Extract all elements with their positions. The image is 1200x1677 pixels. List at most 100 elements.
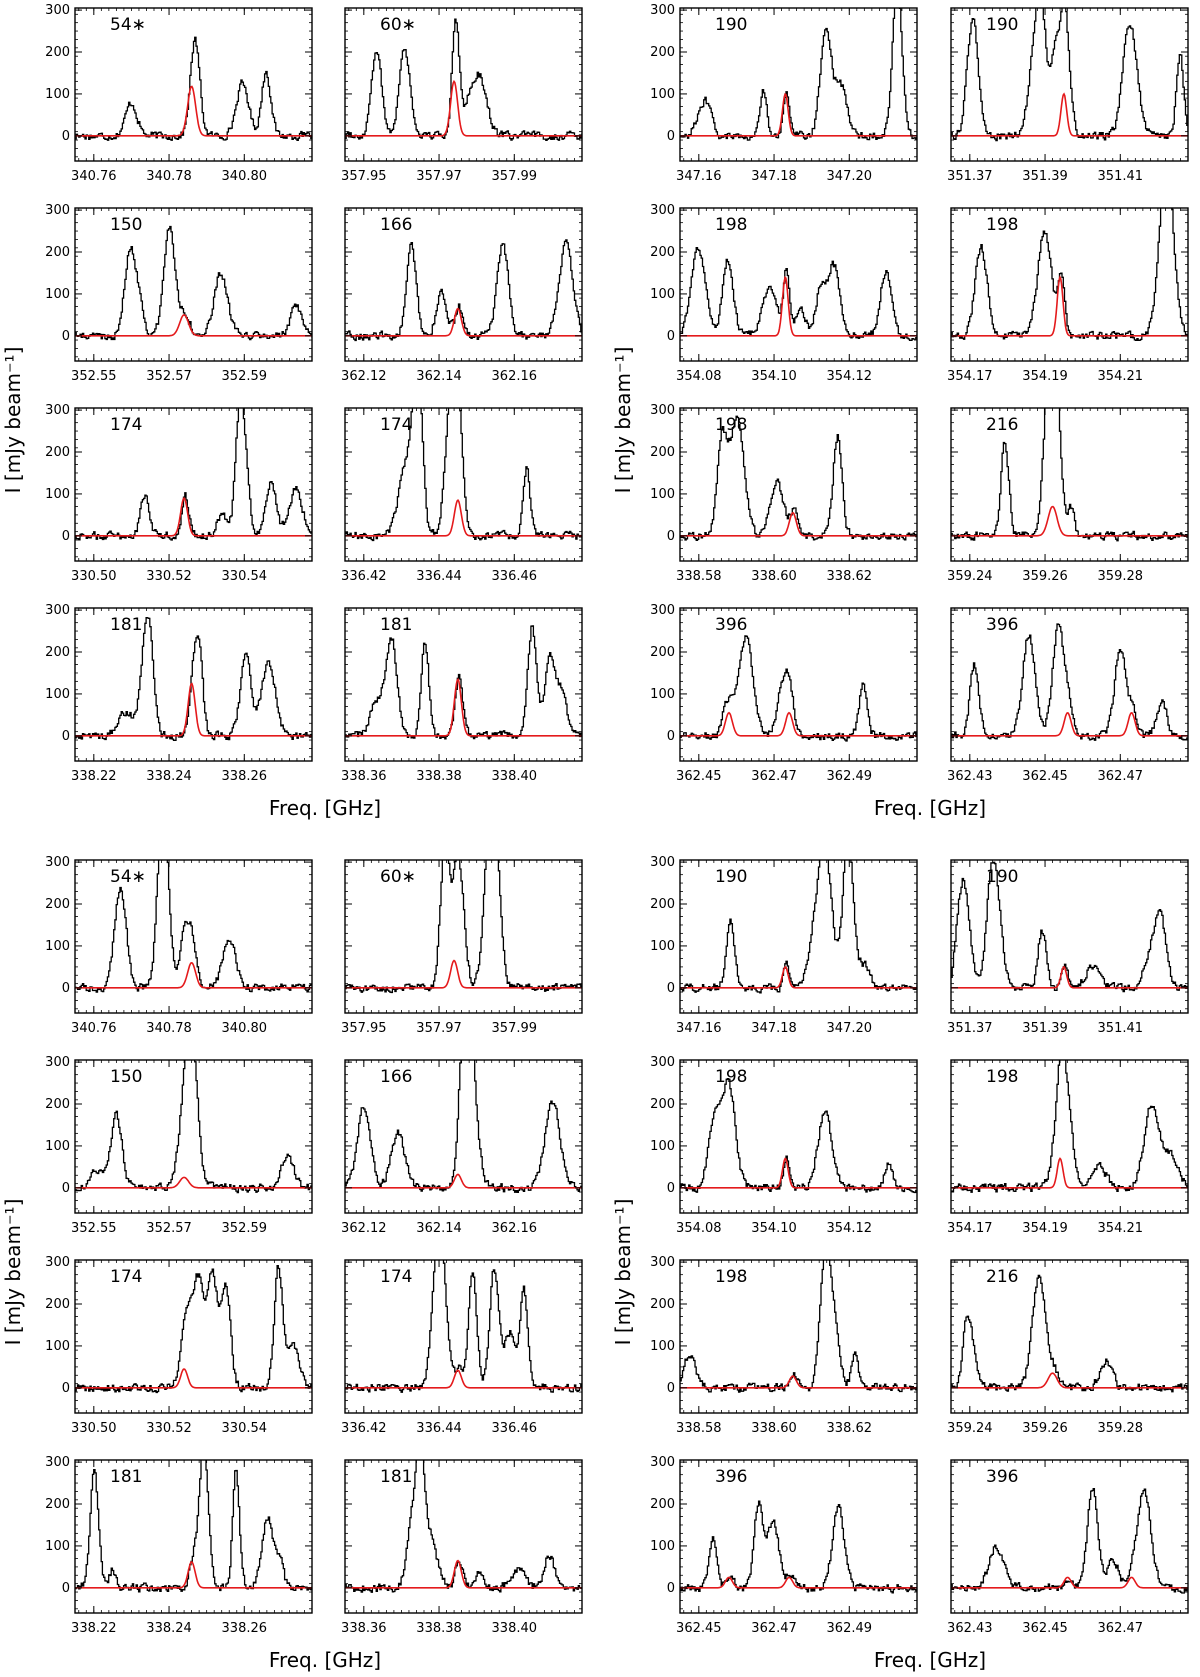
panel-label: 198 (986, 1067, 1018, 1087)
spectrum-panel: 0 100 200 300 362.45 362.47 362.49 396 (650, 1455, 918, 1636)
x-tick-label: 336.44 (416, 569, 462, 584)
y-axis-title: I [mJy beam⁻¹] (611, 347, 635, 494)
x-tick-label: 351.37 (947, 1021, 993, 1036)
x-tick-label: 362.14 (416, 1221, 462, 1236)
x-tick-label: 351.39 (1022, 169, 1068, 184)
panel-label: 54∗ (110, 867, 146, 887)
x-tick-label: 336.42 (341, 569, 387, 584)
x-tick-label: 354.17 (947, 1221, 993, 1236)
model-spectrum-line (680, 1375, 917, 1389)
panel-label: 396 (986, 615, 1018, 635)
x-tick-label: 352.59 (222, 369, 268, 384)
panel-label: 198 (715, 215, 747, 235)
x-tick-label: 340.78 (146, 169, 192, 184)
y-tick-label: 300 (650, 203, 675, 218)
spectrum-panel: 0 100 200 300 347.16 347.18 347.20 190 (650, 855, 918, 1036)
x-tick-label: 340.80 (222, 169, 268, 184)
panel-label: 174 (110, 1267, 142, 1287)
panel-frame (344, 7, 583, 162)
y-tick-label: 0 (667, 1181, 675, 1196)
panel-frame (950, 407, 1189, 562)
x-tick-label: 338.60 (751, 1421, 797, 1436)
spectrum-panel: 354.17 354.19 354.21 198 (947, 207, 1189, 384)
panel-label: 198 (986, 215, 1018, 235)
panel-label: 396 (986, 1467, 1018, 1487)
spectrum-panel: 359.24 359.26 359.28 216 (947, 1259, 1189, 1436)
x-tick-label: 336.42 (341, 1421, 387, 1436)
panel-frame (344, 1259, 583, 1414)
x-tick-label: 347.20 (827, 1021, 873, 1036)
x-tick-label: 362.49 (827, 1621, 873, 1636)
y-tick-label: 200 (45, 645, 70, 660)
model-spectrum-line (75, 682, 312, 737)
spectrum-panel: 0 100 200 300 362.45 362.47 362.49 396 (650, 603, 918, 784)
x-tick-label: 362.47 (751, 1621, 797, 1636)
y-tick-label: 200 (650, 645, 675, 660)
spectrum-panel: 357.95 357.97 357.99 60∗ (341, 859, 583, 1036)
panel-label: 181 (380, 615, 412, 635)
x-tick-label: 362.45 (1022, 769, 1068, 784)
model-spectrum-line (680, 711, 917, 737)
y-tick-label: 300 (45, 1255, 70, 1270)
model-spectrum-line (345, 79, 582, 137)
x-tick-label: 338.26 (222, 769, 268, 784)
x-tick-label: 338.26 (222, 1621, 268, 1636)
x-tick-label: 340.78 (146, 1021, 192, 1036)
panel-label: 198 (715, 1267, 747, 1287)
panel-frame (950, 607, 1189, 762)
y-tick-label: 100 (45, 87, 70, 102)
spectrum-panel: 0 100 200 300 340.76 340.78 340.80 54∗ (45, 3, 313, 184)
model-spectrum-line (75, 1176, 312, 1189)
x-tick-label: 336.44 (416, 1421, 462, 1436)
x-tick-label: 338.24 (146, 769, 192, 784)
y-tick-label: 200 (45, 1497, 70, 1512)
spectrum-panel: 0 100 200 300 330.50 330.52 330.54 174 (45, 1255, 313, 1436)
model-spectrum-line (951, 965, 1188, 989)
panel-frame (74, 859, 313, 1014)
panel-label: 198 (715, 1067, 747, 1087)
observed-spectrum-line (951, 1060, 1188, 1193)
panel-frame (74, 1259, 313, 1414)
y-tick-label: 100 (45, 687, 70, 702)
x-tick-label: 359.24 (947, 1421, 993, 1436)
model-spectrum-line (680, 1576, 917, 1589)
y-tick-label: 300 (650, 1455, 675, 1470)
panel-label: 216 (986, 1267, 1018, 1287)
x-tick-label: 362.47 (751, 769, 797, 784)
x-tick-label: 352.57 (146, 1221, 192, 1236)
model-spectrum-line (75, 961, 312, 989)
y-tick-label: 100 (45, 1139, 70, 1154)
x-axis-title: Freq. [GHz] (269, 1648, 381, 1672)
model-spectrum-line (75, 1561, 312, 1589)
x-tick-label: 351.41 (1098, 1021, 1144, 1036)
spectrum-panel: 351.37 351.39 351.41 190 (947, 859, 1189, 1036)
panel-frame (950, 207, 1189, 362)
y-tick-label: 300 (45, 403, 70, 418)
panel-frame (74, 7, 313, 162)
spectrum-panel: 362.12 362.14 362.16 166 (341, 1059, 583, 1236)
model-spectrum-line (345, 498, 582, 537)
x-tick-label: 354.19 (1022, 1221, 1068, 1236)
observed-spectrum-line (680, 247, 917, 342)
model-spectrum-line (345, 307, 582, 337)
x-tick-label: 347.16 (676, 1021, 722, 1036)
spectrum-panel: 0 100 200 300 352.55 352.57 352.59 150 (45, 1055, 313, 1236)
panel-frame (679, 1059, 918, 1214)
x-tick-label: 352.57 (146, 369, 192, 384)
panel-label: 60∗ (380, 15, 416, 35)
observed-spectrum-line (345, 1260, 582, 1393)
x-tick-label: 354.08 (676, 369, 722, 384)
x-tick-label: 354.10 (751, 1221, 797, 1236)
y-tick-label: 300 (650, 603, 675, 618)
y-tick-label: 0 (667, 1381, 675, 1396)
x-tick-label: 357.99 (492, 1021, 538, 1036)
model-spectrum-line (951, 92, 1188, 137)
y-tick-label: 0 (667, 1581, 675, 1596)
x-tick-label: 357.95 (341, 1021, 387, 1036)
model-spectrum-line (75, 85, 312, 137)
observed-spectrum-line (951, 1487, 1188, 1594)
y-tick-label: 200 (650, 1097, 675, 1112)
y-tick-label: 0 (62, 1181, 70, 1196)
panel-label: 150 (110, 215, 142, 235)
observed-spectrum-line (951, 8, 1188, 142)
